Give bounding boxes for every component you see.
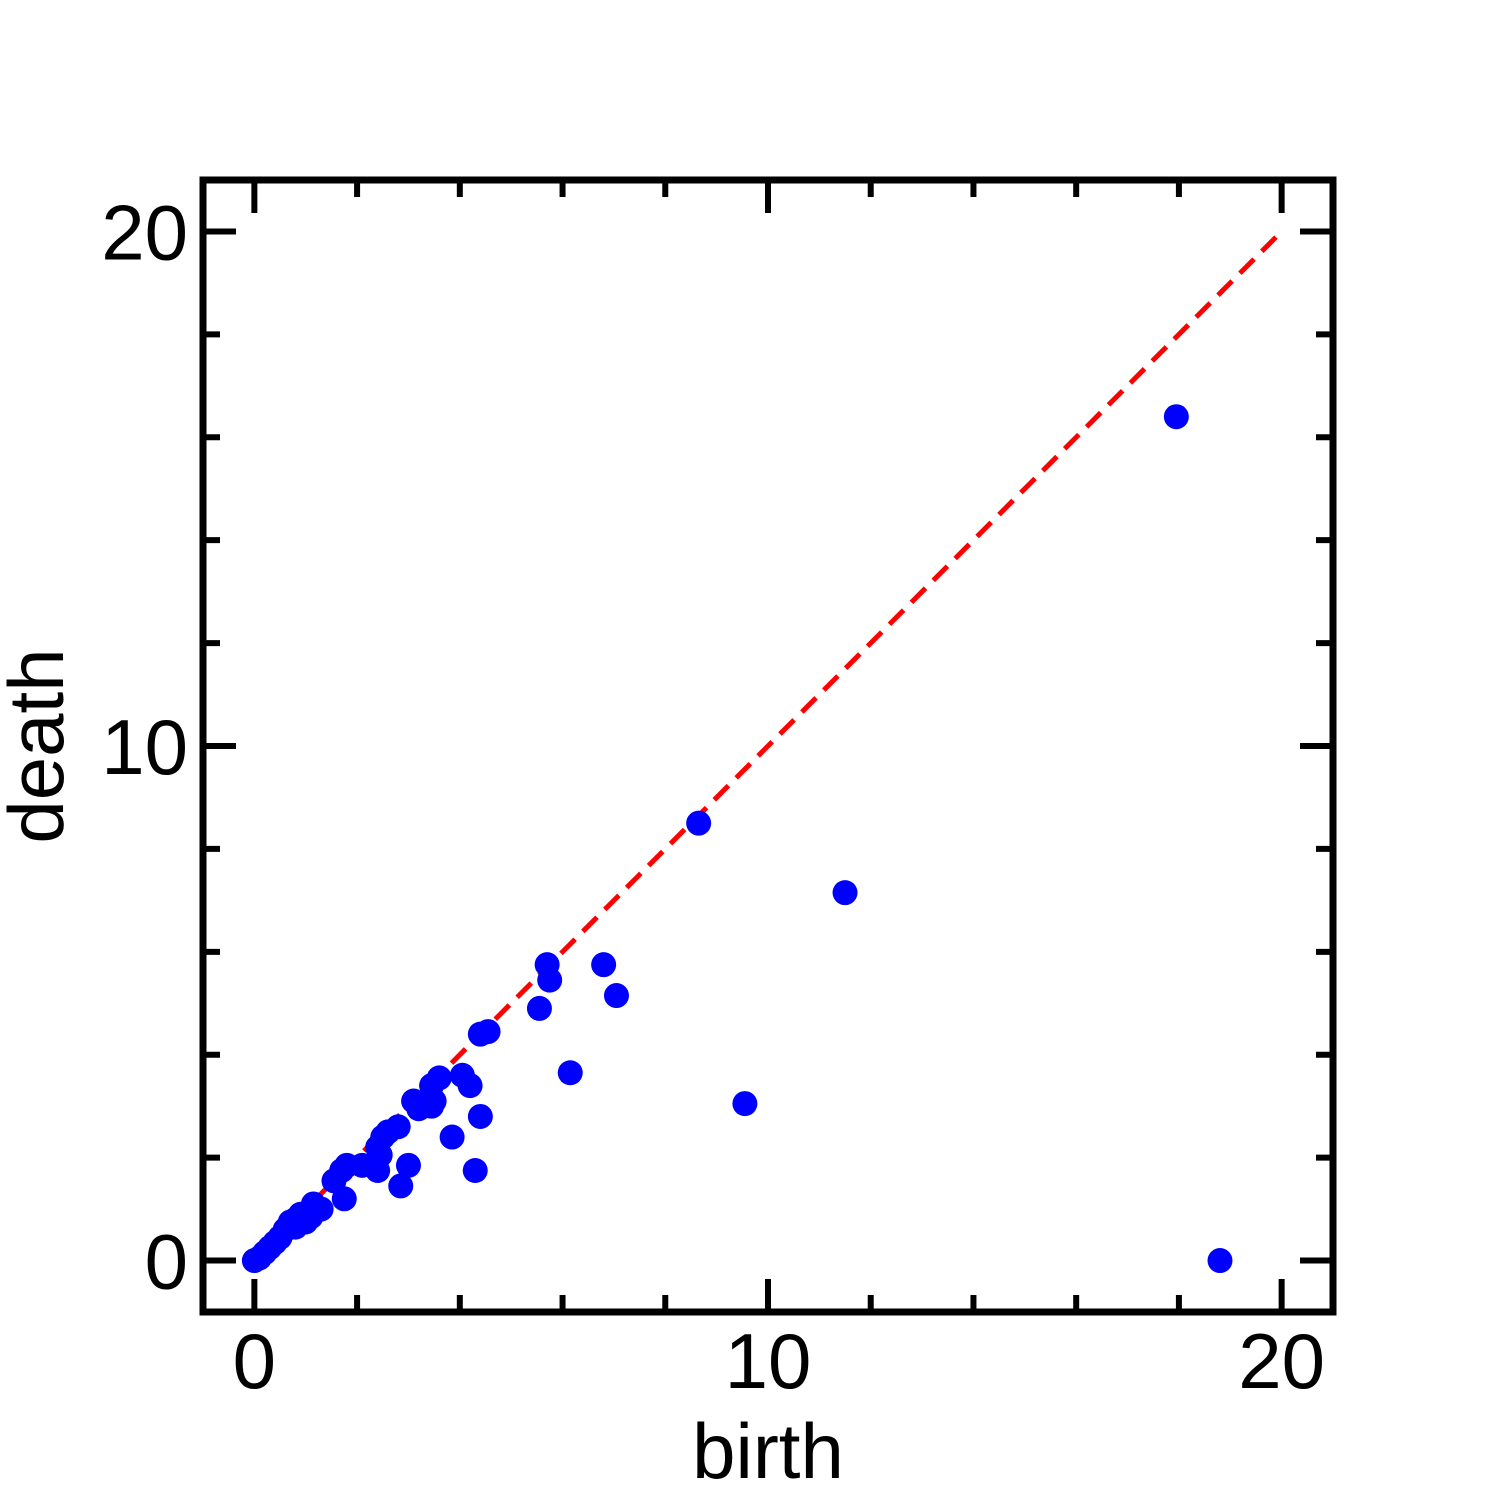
data-point [439, 1124, 465, 1150]
y-tick-label: 20 [101, 188, 188, 276]
data-point [331, 1186, 357, 1212]
x-tick-label: 10 [725, 1317, 812, 1405]
plot-frame [199, 176, 1337, 1316]
y-tick-label: 10 [101, 703, 188, 791]
data-point [732, 1091, 758, 1117]
x-tick-label: 0 [233, 1317, 276, 1405]
data-point [537, 967, 563, 993]
data-point [462, 1158, 488, 1183]
data-point [1163, 404, 1189, 430]
diagonal-reference-line [252, 229, 1284, 1263]
data-point [686, 810, 712, 836]
x-axis-label: birth [692, 1407, 844, 1495]
data-point [388, 1173, 414, 1199]
y-tick-label: 0 [145, 1218, 188, 1306]
data-point [603, 983, 629, 1009]
x-tick-label: 20 [1238, 1317, 1325, 1405]
data-point [557, 1060, 583, 1086]
data-point [426, 1065, 452, 1091]
data-point [591, 952, 617, 978]
data-point [457, 1073, 483, 1099]
data-point [467, 1103, 493, 1129]
data-point [832, 880, 858, 906]
data-point [308, 1196, 334, 1222]
data-point [475, 1019, 501, 1045]
data-point [1207, 1248, 1233, 1274]
data-point [385, 1114, 411, 1140]
data-point [526, 995, 552, 1021]
data-point [395, 1152, 421, 1178]
y-axis-label: death [0, 648, 80, 843]
